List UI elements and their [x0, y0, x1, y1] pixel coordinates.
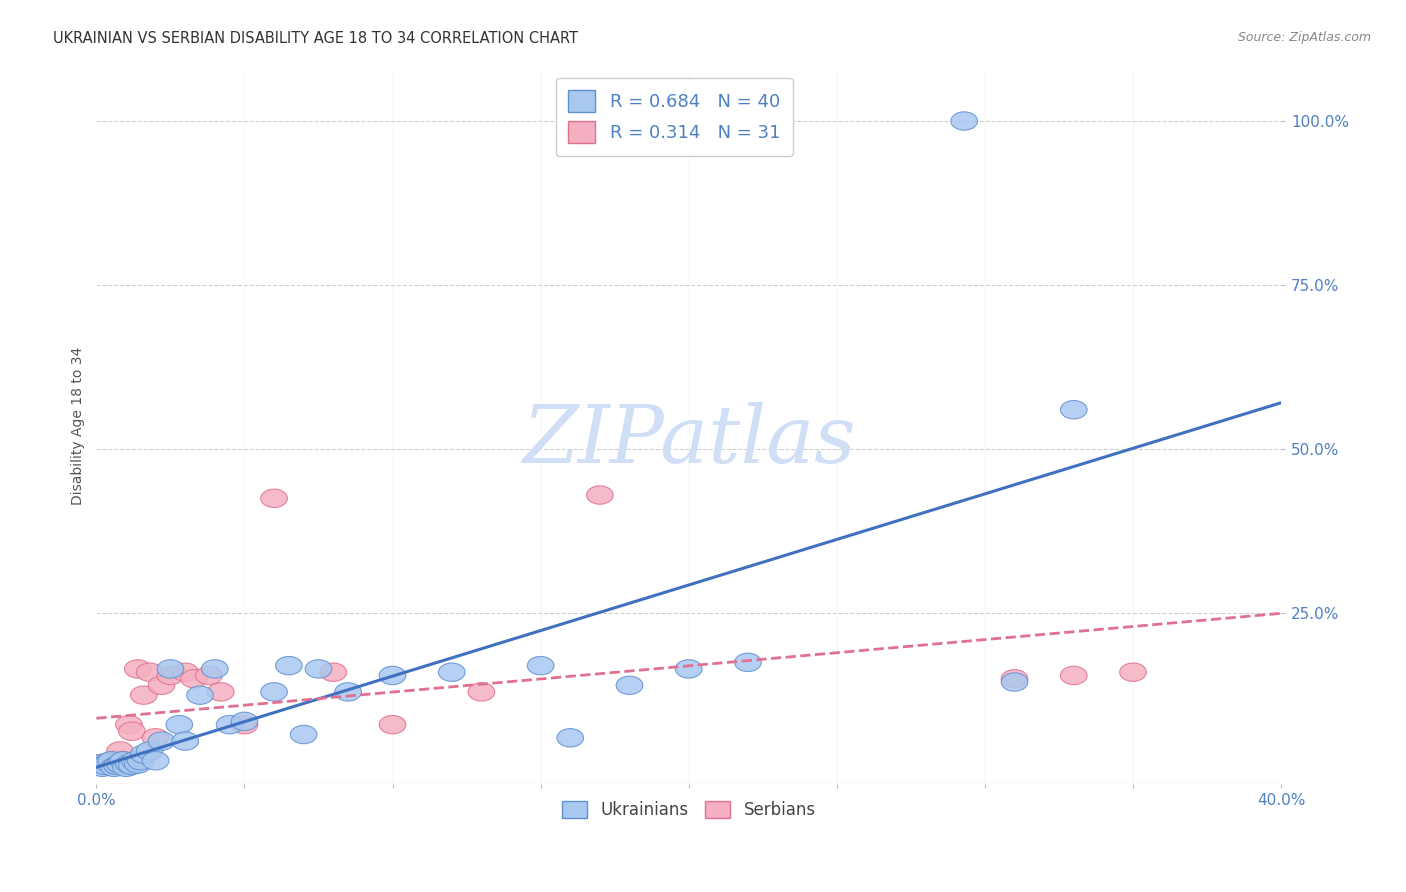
Ellipse shape [98, 752, 125, 770]
Ellipse shape [157, 666, 184, 685]
Ellipse shape [586, 486, 613, 504]
Ellipse shape [125, 660, 152, 678]
Ellipse shape [675, 660, 702, 678]
Ellipse shape [125, 755, 152, 773]
Ellipse shape [91, 754, 118, 772]
Ellipse shape [217, 715, 243, 734]
Ellipse shape [89, 756, 115, 774]
Ellipse shape [380, 715, 406, 734]
Ellipse shape [89, 758, 115, 777]
Y-axis label: Disability Age 18 to 34: Disability Age 18 to 34 [72, 347, 86, 505]
Ellipse shape [86, 755, 112, 773]
Ellipse shape [1001, 673, 1028, 691]
Ellipse shape [231, 712, 257, 731]
Ellipse shape [166, 715, 193, 734]
Ellipse shape [104, 754, 131, 772]
Ellipse shape [136, 742, 163, 760]
Ellipse shape [1060, 666, 1087, 685]
Ellipse shape [172, 732, 198, 750]
Ellipse shape [115, 715, 142, 734]
Legend: Ukrainians, Serbians: Ukrainians, Serbians [555, 794, 823, 825]
Ellipse shape [104, 756, 131, 774]
Text: Source: ZipAtlas.com: Source: ZipAtlas.com [1237, 31, 1371, 45]
Text: ZIPatlas: ZIPatlas [522, 401, 855, 479]
Text: UKRAINIAN VS SERBIAN DISABILITY AGE 18 TO 34 CORRELATION CHART: UKRAINIAN VS SERBIAN DISABILITY AGE 18 T… [53, 31, 578, 46]
Ellipse shape [291, 725, 316, 744]
Ellipse shape [148, 732, 174, 750]
Ellipse shape [181, 670, 208, 688]
Ellipse shape [208, 682, 233, 701]
Ellipse shape [101, 752, 128, 770]
Ellipse shape [107, 755, 134, 773]
Ellipse shape [172, 663, 198, 681]
Ellipse shape [439, 663, 465, 681]
Ellipse shape [527, 657, 554, 675]
Ellipse shape [131, 745, 157, 764]
Ellipse shape [950, 112, 977, 130]
Ellipse shape [195, 666, 222, 685]
Ellipse shape [115, 755, 142, 773]
Ellipse shape [335, 682, 361, 701]
Ellipse shape [1001, 670, 1028, 688]
Ellipse shape [468, 682, 495, 701]
Ellipse shape [121, 752, 148, 770]
Ellipse shape [201, 660, 228, 678]
Ellipse shape [1060, 401, 1087, 419]
Ellipse shape [118, 722, 145, 740]
Ellipse shape [157, 660, 184, 678]
Ellipse shape [557, 729, 583, 747]
Ellipse shape [112, 756, 139, 774]
Ellipse shape [136, 663, 163, 681]
Ellipse shape [110, 752, 136, 770]
Ellipse shape [187, 686, 214, 705]
Ellipse shape [142, 729, 169, 747]
Ellipse shape [86, 755, 112, 773]
Ellipse shape [110, 752, 136, 770]
Ellipse shape [94, 754, 121, 772]
Ellipse shape [1119, 663, 1146, 681]
Ellipse shape [616, 676, 643, 695]
Ellipse shape [112, 758, 139, 777]
Ellipse shape [101, 758, 128, 777]
Ellipse shape [148, 676, 174, 695]
Ellipse shape [380, 666, 406, 685]
Ellipse shape [107, 742, 134, 760]
Ellipse shape [98, 755, 125, 773]
Ellipse shape [91, 756, 118, 774]
Ellipse shape [734, 653, 761, 672]
Ellipse shape [276, 657, 302, 675]
Ellipse shape [260, 682, 287, 701]
Ellipse shape [131, 686, 157, 705]
Ellipse shape [321, 663, 347, 681]
Ellipse shape [128, 752, 155, 770]
Ellipse shape [305, 660, 332, 678]
Ellipse shape [231, 715, 257, 734]
Ellipse shape [94, 756, 121, 774]
Ellipse shape [142, 752, 169, 770]
Ellipse shape [260, 489, 287, 508]
Ellipse shape [118, 756, 145, 774]
